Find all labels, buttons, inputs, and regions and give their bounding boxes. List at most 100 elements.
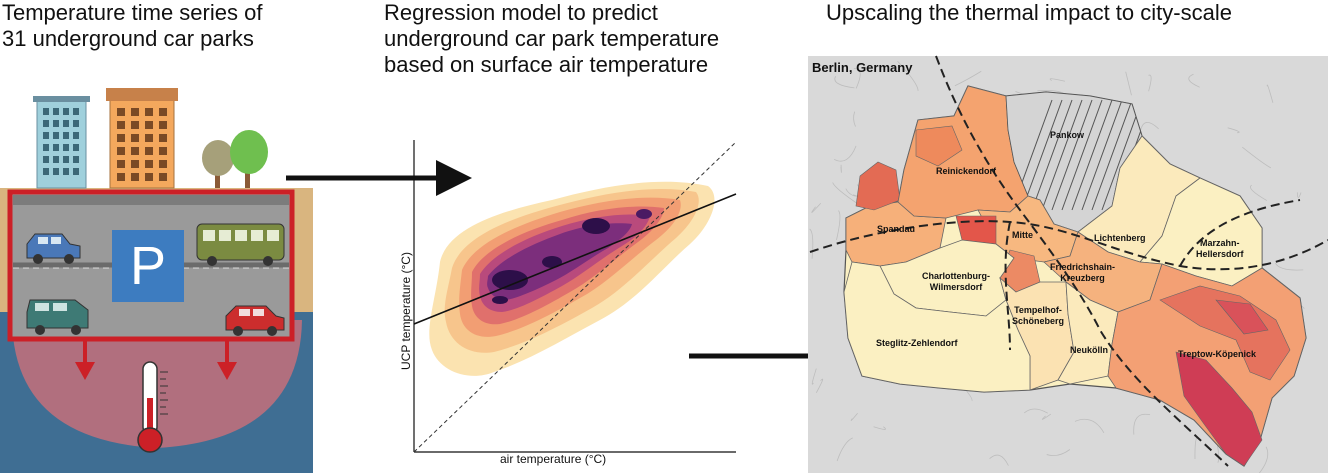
hatch-line [1081, 99, 1123, 211]
window [131, 134, 139, 142]
window [145, 160, 153, 168]
regression-line [413, 193, 737, 325]
basemap-road [1250, 184, 1268, 201]
window [159, 147, 167, 155]
hatch-line [1041, 99, 1083, 211]
window [63, 156, 69, 163]
label-spandau: Spandau [877, 224, 916, 234]
window [117, 160, 125, 168]
window [73, 156, 79, 163]
window [145, 147, 153, 155]
hatch-line [1031, 99, 1073, 211]
window [131, 108, 139, 116]
basemap-road [1023, 408, 1048, 414]
window [159, 108, 167, 116]
thermometer-icon [137, 361, 168, 453]
window [117, 108, 125, 116]
basemap-road [1258, 446, 1269, 473]
basemap-road [853, 111, 856, 127]
window [63, 168, 69, 175]
basemap-road [811, 202, 822, 213]
building-windows [117, 108, 167, 181]
window [73, 120, 79, 127]
heat-flux-arrows [75, 339, 237, 380]
label-charlottenburg-wilmersdorf: Charlottenburg- Wilmersdorf [922, 271, 990, 292]
car-red [225, 305, 285, 336]
label-neukoelln: Neukölln [1070, 345, 1109, 355]
middle-panel-title: Regression model to predict underground … [384, 0, 720, 77]
basemap-road [1133, 413, 1151, 435]
regression-plot [413, 140, 737, 453]
car-teal [26, 299, 89, 335]
basemap-road [897, 60, 919, 91]
city-label: Berlin, Germany [812, 60, 913, 75]
hatch-line [1021, 99, 1063, 211]
window [73, 108, 79, 115]
window [131, 160, 139, 168]
hatch-line [1091, 99, 1133, 211]
window [53, 120, 59, 127]
basemap-road [832, 182, 858, 205]
window [145, 108, 153, 116]
basemap-road [815, 378, 824, 394]
label-marzahn-hellersdorf: Marzahn- Hellersdorf [1196, 238, 1244, 259]
density-contours [429, 181, 715, 376]
basemap-road [850, 412, 858, 421]
apartment-building-left [33, 96, 90, 189]
building-windows [43, 108, 79, 175]
window [43, 132, 49, 139]
window [159, 121, 167, 129]
basemap-road [834, 75, 855, 89]
basemap-road [1049, 78, 1066, 82]
window [53, 168, 59, 175]
basemap-road [833, 145, 857, 162]
window [159, 160, 167, 168]
left-panel-title: Temperature time series of 31 undergroun… [2, 0, 263, 51]
hatch-line [1051, 99, 1093, 211]
label-steglitz-zehlendorf: Steglitz-Zehlendorf [876, 338, 958, 348]
label-lichtenberg: Lichtenberg [1094, 233, 1146, 243]
hatch-line [1071, 99, 1113, 211]
basemap-road [836, 210, 841, 241]
basemap-road [1296, 192, 1302, 198]
district-steglitz-zehlendorf [843, 261, 1031, 393]
bus-olive [196, 223, 285, 266]
basemap-road [840, 164, 842, 173]
window [63, 132, 69, 139]
label-pankow: Pankow [1050, 130, 1085, 140]
basemap-road [1242, 146, 1272, 169]
window [53, 132, 59, 139]
label-tempelhof-schoeneberg: Tempelhof- Schöneberg [1012, 305, 1065, 326]
hatch-line [1101, 99, 1142, 211]
basemap-road [1266, 84, 1274, 103]
window [73, 168, 79, 175]
window [53, 144, 59, 151]
apartment-building-right [106, 88, 178, 189]
hatch-line [1061, 99, 1103, 211]
one-to-one-line [413, 141, 737, 453]
label-reinickendorf: Reinickendorf [936, 166, 997, 176]
window [43, 168, 49, 175]
basemap-road [1041, 413, 1052, 420]
basemap-road [1188, 73, 1200, 88]
basemap-road [1140, 122, 1159, 131]
basemap-road [989, 454, 1009, 466]
window [63, 108, 69, 115]
window [73, 132, 79, 139]
window [159, 134, 167, 142]
basemap-road [1125, 71, 1132, 96]
basemap-road [1074, 418, 1105, 433]
window [43, 120, 49, 127]
window [117, 173, 125, 181]
railway-lines [809, 55, 1328, 467]
car-blue [26, 233, 81, 264]
window [117, 134, 125, 142]
parking-sign [112, 230, 184, 302]
basemap-road [853, 68, 861, 89]
window [131, 121, 139, 129]
window [53, 108, 59, 115]
window [43, 144, 49, 151]
window [73, 144, 79, 151]
basemap-road [954, 70, 982, 87]
